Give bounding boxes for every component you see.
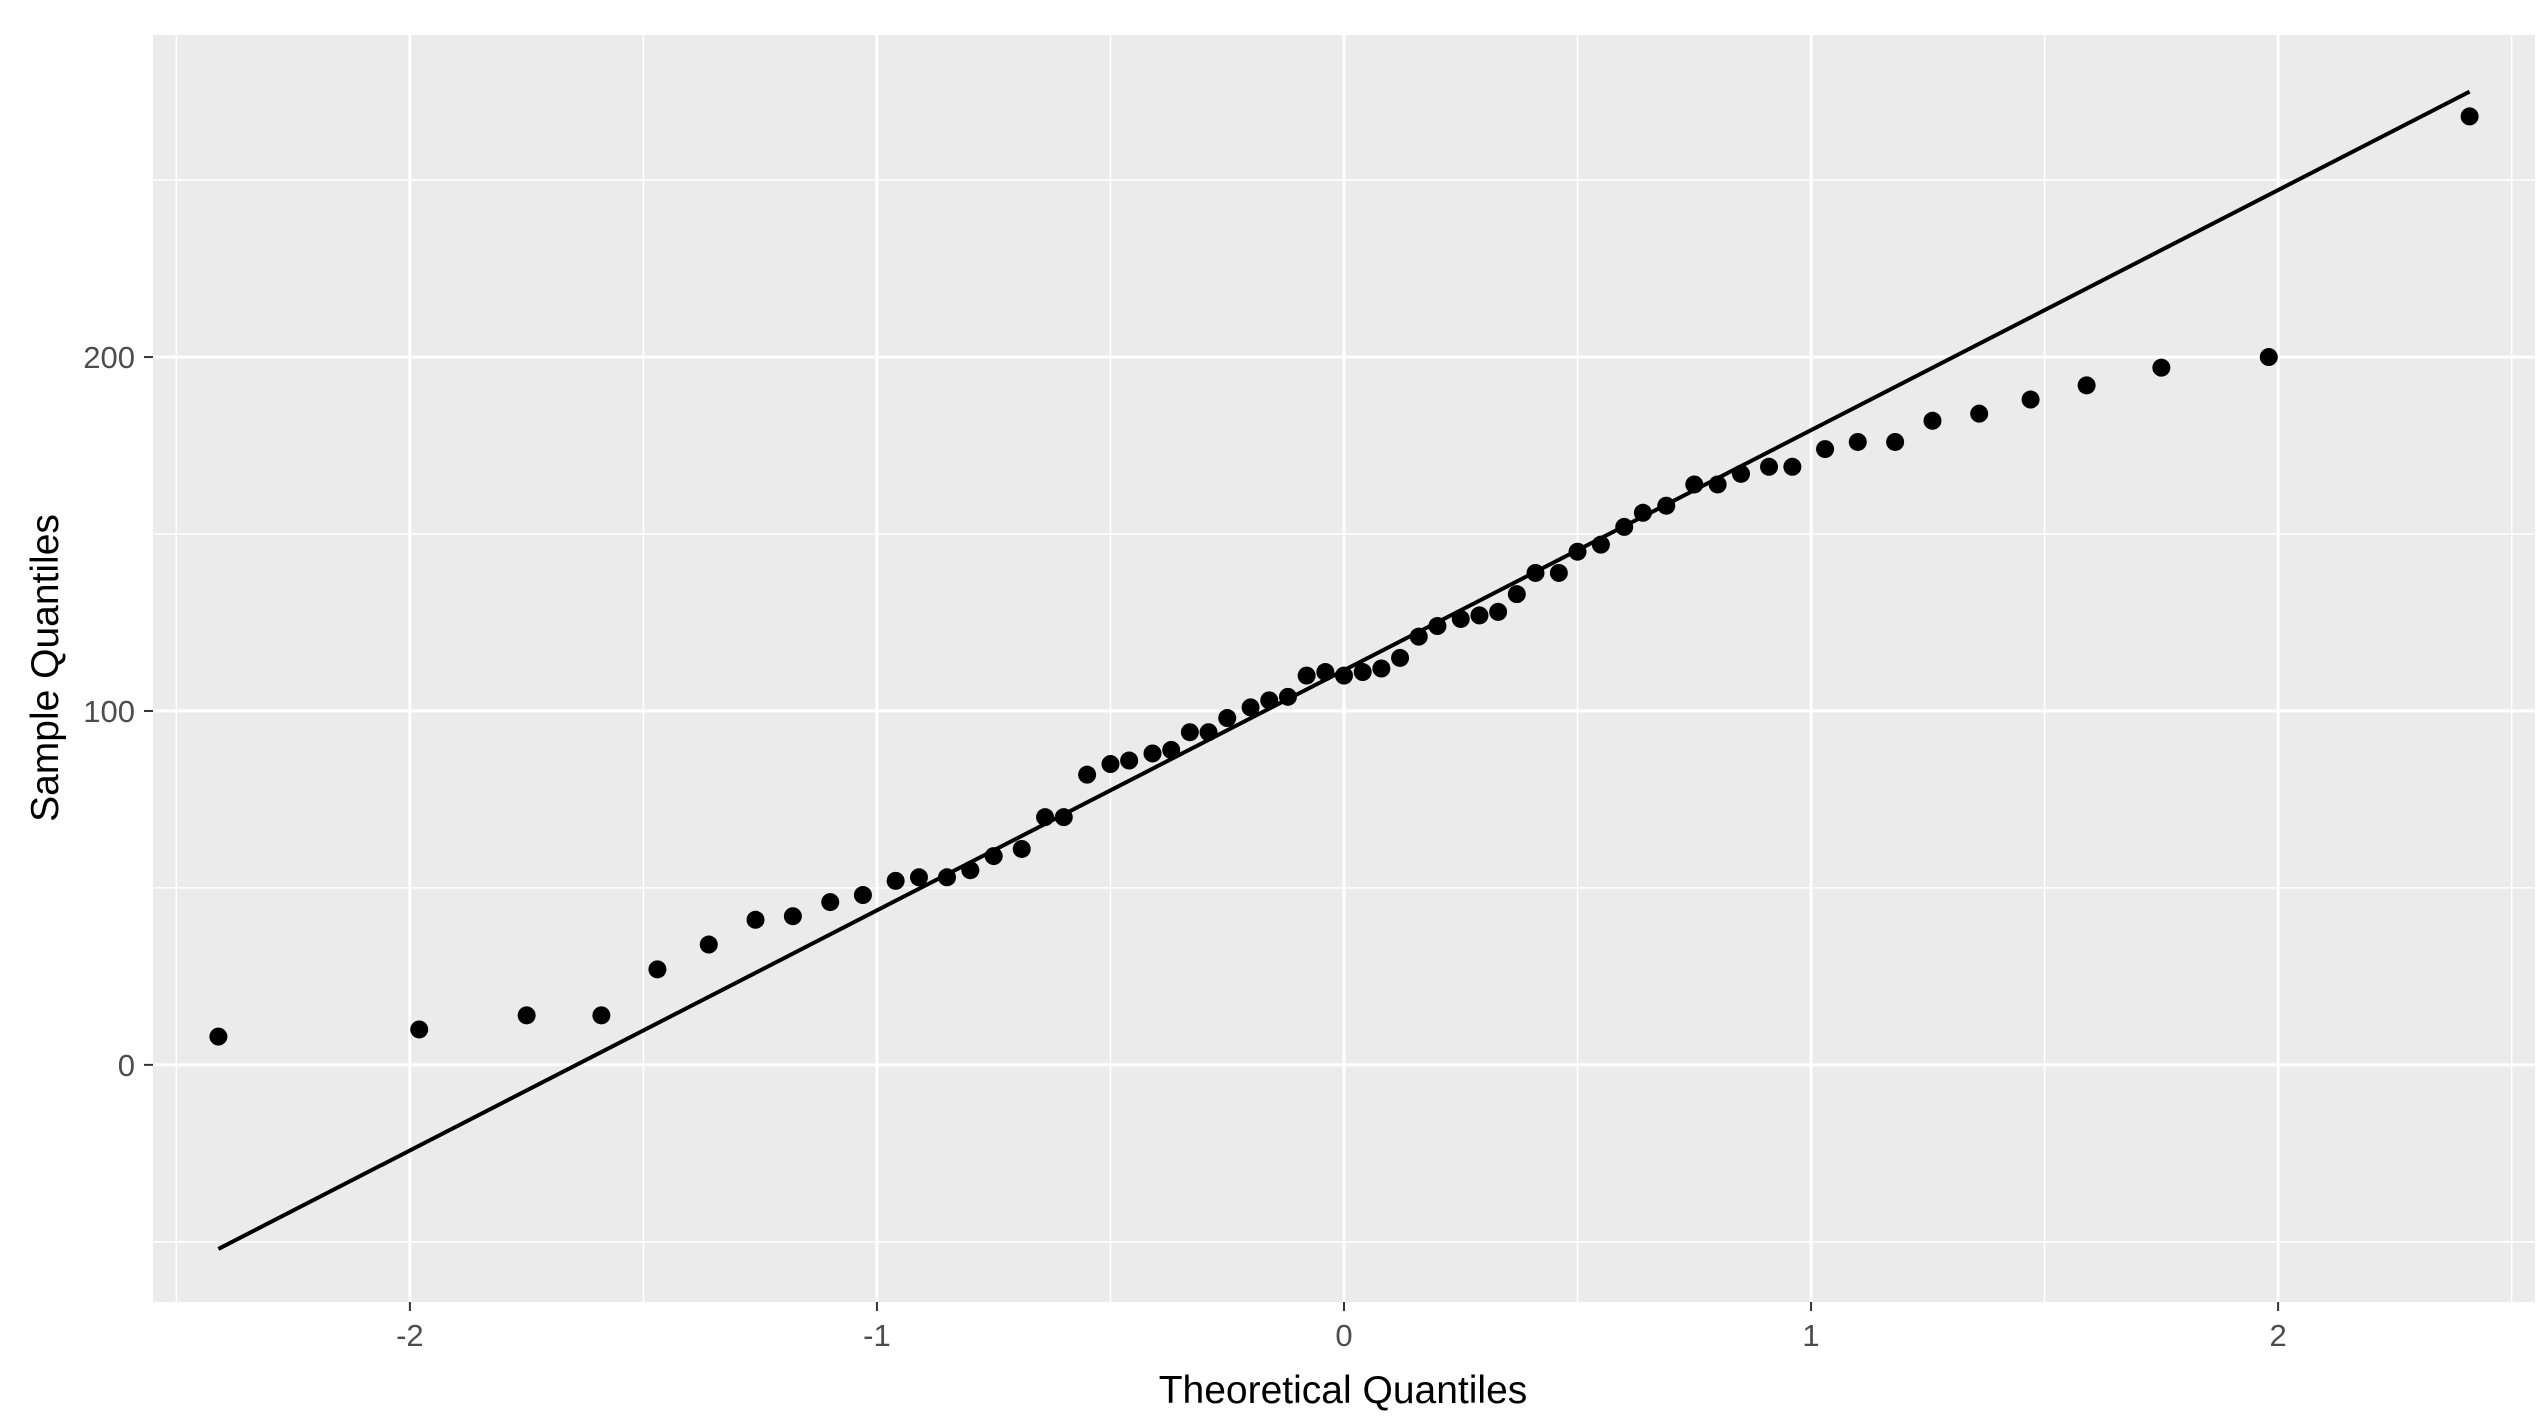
data-point <box>1760 457 1779 476</box>
data-point <box>1012 839 1031 858</box>
data-point <box>1316 663 1335 682</box>
data-point <box>648 960 667 979</box>
data-point <box>1923 411 1942 430</box>
data-point <box>1783 457 1802 476</box>
data-point <box>1372 659 1391 678</box>
data-point <box>699 935 718 954</box>
data-point <box>984 847 1003 866</box>
data-point <box>1633 503 1652 522</box>
data-point <box>2460 107 2479 126</box>
data-point <box>209 1027 228 1046</box>
data-point <box>517 1006 536 1025</box>
y-axis-ticks: 0 100 200 <box>83 340 153 1083</box>
data-point <box>783 907 802 926</box>
data-points <box>209 107 2479 1046</box>
data-point <box>909 868 928 887</box>
data-point <box>1615 517 1634 536</box>
data-point <box>1180 723 1199 742</box>
data-point <box>1143 744 1162 763</box>
data-point <box>1549 563 1568 582</box>
data-point <box>1470 606 1489 625</box>
data-point <box>1451 609 1470 628</box>
x-tick-label: 2 <box>2269 1318 2286 1353</box>
data-point <box>821 893 840 912</box>
data-point <box>1278 687 1297 706</box>
data-point <box>1391 648 1410 667</box>
data-point <box>1409 627 1428 646</box>
data-point <box>1507 585 1526 604</box>
data-point <box>1218 709 1237 728</box>
data-point <box>1848 432 1867 451</box>
data-point <box>1685 475 1704 494</box>
data-point <box>1260 691 1279 710</box>
data-point <box>1101 755 1120 774</box>
y-tick-label: 200 <box>83 340 135 375</box>
x-axis-title: Theoretical Quantiles <box>1159 1369 1528 1412</box>
x-tick-label: -1 <box>863 1318 891 1353</box>
data-point <box>1297 666 1316 685</box>
data-point <box>1657 496 1676 515</box>
data-point <box>1428 617 1447 636</box>
data-point <box>1970 404 1989 423</box>
data-point <box>746 910 765 929</box>
data-point <box>2259 348 2278 367</box>
data-point <box>592 1006 611 1025</box>
x-tick-label: 0 <box>1335 1318 1352 1353</box>
data-point <box>1489 602 1508 621</box>
data-point <box>2021 390 2040 409</box>
data-point <box>410 1020 429 1039</box>
data-point <box>1241 698 1260 717</box>
data-point <box>1708 475 1727 494</box>
data-point <box>1353 663 1372 682</box>
data-point <box>1335 666 1353 685</box>
data-point <box>1591 535 1610 554</box>
data-point <box>1816 440 1835 459</box>
data-point <box>1078 765 1097 784</box>
data-point <box>1526 563 1545 582</box>
x-tick-label: -2 <box>396 1318 424 1353</box>
data-point <box>853 886 872 905</box>
data-point <box>1732 464 1750 483</box>
y-axis-title: Sample Quantiles <box>24 514 67 822</box>
data-point <box>2152 358 2171 377</box>
data-point <box>2077 376 2096 395</box>
data-point <box>1036 808 1055 827</box>
x-tick-label: 1 <box>1802 1318 1819 1353</box>
x-axis-ticks: -2 -1 0 1 2 <box>396 1302 2287 1353</box>
data-point <box>886 871 905 890</box>
data-point <box>1199 723 1218 742</box>
data-point <box>1568 542 1587 561</box>
data-point <box>938 868 956 887</box>
data-point <box>1162 740 1181 759</box>
data-point <box>1120 751 1139 770</box>
major-gridlines <box>153 35 2535 1302</box>
data-point <box>1886 432 1905 451</box>
data-point <box>1054 808 1073 827</box>
data-point <box>961 861 980 880</box>
y-tick-label: 0 <box>118 1048 135 1083</box>
y-tick-label: 100 <box>83 694 135 729</box>
